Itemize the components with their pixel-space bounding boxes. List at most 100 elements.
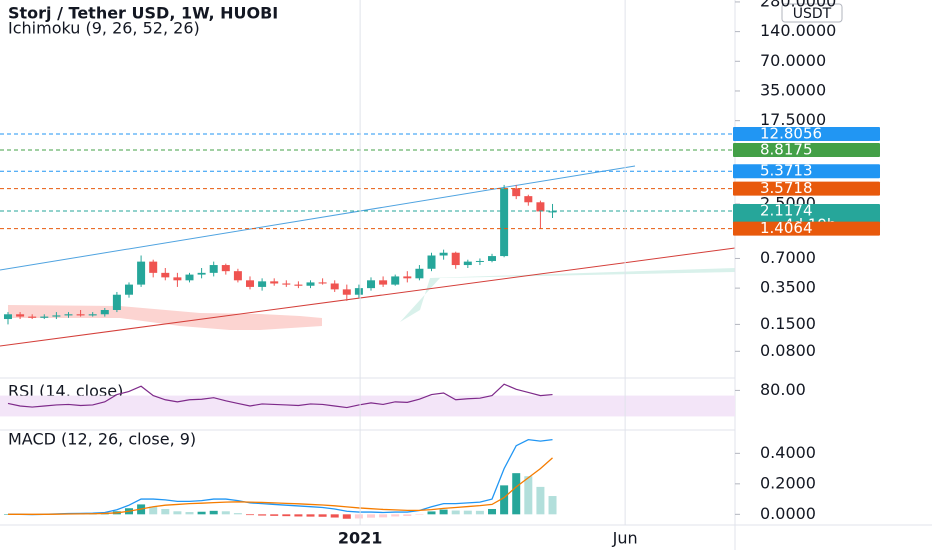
y-tick-label: 17.5000 — [760, 110, 826, 129]
macd-histogram-bar — [439, 509, 448, 515]
candle-body — [439, 252, 448, 256]
macd-histogram-bar — [233, 513, 242, 515]
candle-body — [500, 188, 509, 257]
trendline — [0, 165, 636, 271]
x-tick-label: Jun — [612, 529, 638, 548]
candle-body — [524, 196, 533, 203]
candle-body — [233, 271, 242, 281]
y-tick-label: 35.0000 — [760, 80, 826, 99]
candle-body — [403, 276, 412, 279]
candle-body — [76, 314, 85, 316]
chart-title: Storj / Tether USD, 1W, HUOBI — [8, 4, 278, 23]
price-badge-label: 12.8056 — [760, 125, 822, 143]
price-badge — [733, 142, 880, 157]
currency-label[interactable]: USDT — [793, 6, 832, 22]
candle-body — [28, 316, 37, 318]
ichimoku-cloud — [8, 305, 322, 330]
candle-body — [451, 252, 460, 266]
x-tick-label: 2021 — [338, 529, 383, 548]
price-badge — [733, 181, 880, 196]
y-tick-label: 0.0800 — [760, 341, 816, 360]
candle-body — [367, 280, 376, 289]
candle-body — [318, 282, 327, 284]
macd-histogram-bar — [197, 511, 206, 515]
candle-body — [354, 288, 363, 295]
macd-histogram-bar — [524, 476, 533, 515]
macd-histogram-bar — [173, 511, 182, 515]
macd-line — [7, 457, 553, 515]
macd-histogram-bar — [403, 514, 412, 517]
candle-body — [258, 281, 267, 287]
macd-line — [7, 438, 553, 516]
price-badge-label: 3.5718 — [760, 179, 813, 197]
candle-body — [246, 280, 255, 287]
price-badge — [733, 127, 880, 142]
price-badge-label: 2.1174 — [760, 202, 813, 220]
candle-body — [391, 276, 400, 285]
macd-histogram-bar — [306, 514, 315, 517]
candle-body — [209, 265, 218, 273]
macd-histogram-bar — [282, 514, 291, 517]
candle-body — [64, 314, 73, 316]
macd-histogram-bar — [548, 496, 557, 515]
y-tick-label: 140.0000 — [760, 21, 836, 40]
y-tick-label: 280.0000 — [760, 0, 836, 10]
indicator-title: Ichimoku (9, 26, 52, 26) — [8, 19, 200, 38]
macd-title: MACD (12, 26, close, 9) — [8, 430, 196, 449]
currency-button[interactable] — [781, 3, 843, 23]
candle-body — [282, 283, 291, 285]
candle-body — [427, 255, 436, 269]
macd-histogram-bar — [475, 510, 484, 515]
candle-body — [52, 315, 61, 317]
macd-histogram-bar — [451, 510, 460, 515]
ichimoku-cloud — [400, 268, 735, 322]
macd-histogram-bar — [294, 514, 303, 517]
macd-histogram-bar — [161, 508, 170, 515]
candle-body — [197, 272, 206, 275]
y-tick-label: 0.0000 — [760, 504, 816, 523]
y-tick-label: 70.0000 — [760, 51, 826, 70]
candle-body — [40, 316, 49, 318]
macd-histogram-bar — [342, 514, 351, 519]
candle-body — [185, 274, 194, 281]
candle-body — [16, 314, 25, 317]
macd-histogram-bar — [209, 510, 218, 515]
candle-body — [512, 188, 521, 197]
macd-histogram-bar — [246, 514, 255, 516]
macd-histogram-bar — [330, 514, 339, 518]
trendline — [0, 247, 736, 347]
price-badge — [733, 164, 880, 179]
macd-histogram-bar — [463, 510, 472, 515]
macd-histogram-bar — [512, 473, 521, 515]
candle-body — [463, 261, 472, 266]
candle-body — [475, 260, 484, 262]
y-tick-label: 0.3500 — [760, 278, 816, 297]
price-badge — [733, 221, 880, 236]
y-tick-label: 0.1500 — [760, 314, 816, 333]
macd-histogram-bar — [270, 514, 279, 516]
macd-histogram-bar — [391, 514, 400, 517]
candle-body — [379, 280, 388, 285]
candle-body — [3, 314, 12, 320]
macd-histogram-bar — [500, 485, 509, 515]
macd-histogram-bar — [379, 514, 388, 518]
macd-histogram-bar — [354, 514, 363, 519]
candle-body — [342, 289, 351, 295]
y-tick-label: 80.00 — [760, 380, 806, 399]
macd-histogram-bar — [149, 506, 158, 515]
macd-histogram-bar — [427, 511, 436, 515]
candle-body — [124, 284, 133, 295]
candle-body — [306, 282, 315, 286]
candle-body — [221, 265, 230, 272]
macd-histogram-bar — [318, 514, 327, 517]
candle-body — [100, 309, 109, 315]
candle-body — [173, 277, 182, 281]
candle-body — [137, 261, 146, 285]
macd-histogram-bar — [258, 514, 267, 516]
candle-body — [536, 202, 545, 212]
y-tick-label: 0.4000 — [760, 443, 816, 462]
macd-histogram-bar — [488, 508, 497, 515]
candle-body — [294, 284, 303, 286]
macd-histogram-bar — [367, 514, 376, 518]
